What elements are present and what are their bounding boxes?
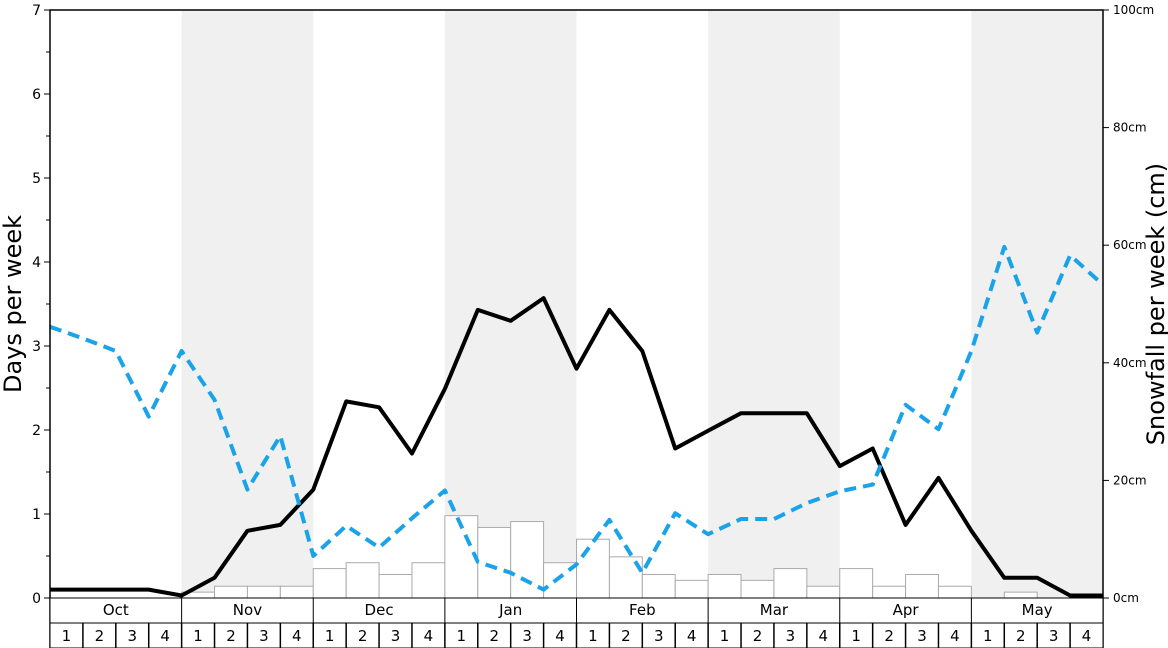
week-label: 2 (621, 627, 631, 645)
week-label: 4 (292, 627, 302, 645)
month-bands (181, 10, 1103, 598)
snowfall-bar (378, 573, 413, 599)
right-tick-label: 20cm (1113, 473, 1147, 487)
snowfall-bar (411, 562, 446, 599)
week-label: 3 (1049, 627, 1059, 645)
week-label-row: 1 2 3 4 1 2 3 4 1 2 3 4 1 2 3 4 1 2 3 4 1 2 3 4 1 2 3 4 1 2 3 4 (49, 622, 1104, 648)
week-label: 1 (720, 627, 730, 645)
snowfall-bar (872, 585, 907, 599)
left-tick-label: 3 (32, 339, 41, 355)
snowfall-bar (576, 538, 610, 599)
month-label: Apr (893, 601, 920, 619)
month-band-mar (708, 10, 840, 598)
left-tick-label: 7 (32, 3, 41, 19)
week-label: 4 (1082, 627, 1092, 645)
snowfall-bar (444, 515, 479, 599)
right-tick-label: 40cm (1113, 356, 1147, 370)
snowfall-bar (477, 526, 512, 599)
week-label: 2 (489, 627, 499, 645)
week-label: 2 (753, 627, 763, 645)
right-tick-label: 60cm (1113, 238, 1147, 252)
snowfall-bar (773, 568, 808, 599)
snowfall-bar (740, 579, 775, 599)
snowfall-bar (246, 585, 281, 599)
plot-frame (49, 9, 1104, 648)
snowfall-bars (181, 515, 1038, 599)
week-label: 3 (127, 627, 137, 645)
snowfall-bar (839, 568, 874, 599)
week-label: 1 (588, 627, 598, 645)
left-tick-label: 0 (32, 591, 41, 607)
week-label: 1 (983, 627, 993, 645)
snowfall-bar (641, 573, 676, 599)
week-label: 2 (884, 627, 894, 645)
month-label: Jan (498, 601, 522, 619)
snowfall-bar (674, 579, 709, 599)
dashed-line-series (49, 244, 1105, 592)
week-label: 4 (819, 627, 829, 645)
month-label: Mar (760, 601, 789, 619)
left-axis-label: Days per week (0, 215, 27, 393)
week-label: 1 (193, 627, 203, 645)
month-label: Nov (233, 601, 262, 619)
right-axis: 0cm 20cm 40cm 60cm 80cm 100cm (1103, 3, 1154, 605)
left-tick-label: 1 (32, 507, 41, 523)
snowfall-bar (214, 585, 248, 599)
right-tick-label: 80cm (1113, 121, 1147, 135)
right-tick-label: 100cm (1113, 3, 1154, 17)
week-label: 3 (259, 627, 269, 645)
month-label: Feb (629, 601, 656, 619)
week-label: 3 (522, 627, 532, 645)
week-label: 3 (786, 627, 796, 645)
week-label: 2 (226, 627, 236, 645)
week-label: 4 (687, 627, 697, 645)
month-band-may (971, 10, 1103, 598)
month-band-jan (444, 10, 577, 598)
snowfall-bar (937, 585, 972, 599)
solid-line-series (50, 296, 1103, 598)
line-series (49, 244, 1105, 598)
week-label: 4 (424, 627, 434, 645)
week-label: 1 (851, 627, 861, 645)
week-label: 3 (917, 627, 927, 645)
month-label-row: Oct Nov Dec Jan Feb Mar Apr May (49, 597, 1104, 624)
month-label: Oct (103, 601, 129, 619)
left-tick-label: 5 (32, 171, 41, 187)
week-label: 2 (358, 627, 368, 645)
month-label: Dec (365, 601, 394, 619)
snowfall-bar (345, 562, 380, 599)
week-label: 4 (160, 627, 170, 645)
left-tick-label: 2 (32, 423, 41, 439)
snowfall-bar (806, 585, 841, 599)
left-tick-label: 6 (32, 87, 41, 103)
week-label: 4 (555, 627, 565, 645)
week-label: 3 (391, 627, 401, 645)
snowfall-bar (1003, 591, 1038, 599)
snowfall-bar (510, 521, 545, 599)
right-axis-label: Snowfall per week (cm) (1142, 163, 1168, 445)
week-label: 1 (62, 627, 72, 645)
left-tick-label: 4 (32, 255, 41, 271)
right-tick-label: 0cm (1113, 591, 1139, 605)
week-label: 1 (325, 627, 335, 645)
snowfall-bar (279, 585, 314, 599)
snowfall-bar (707, 573, 742, 599)
week-label: 3 (654, 627, 664, 645)
week-label: 1 (457, 627, 467, 645)
week-label: 4 (950, 627, 960, 645)
month-label: May (1022, 601, 1053, 619)
week-label: 2 (95, 627, 105, 645)
week-label: 2 (1016, 627, 1026, 645)
month-band-nov (181, 10, 314, 598)
snowfall-bar (905, 573, 939, 599)
left-axis: 0 1 2 3 4 5 6 7 (32, 3, 50, 607)
snowfall-bar (312, 568, 347, 599)
